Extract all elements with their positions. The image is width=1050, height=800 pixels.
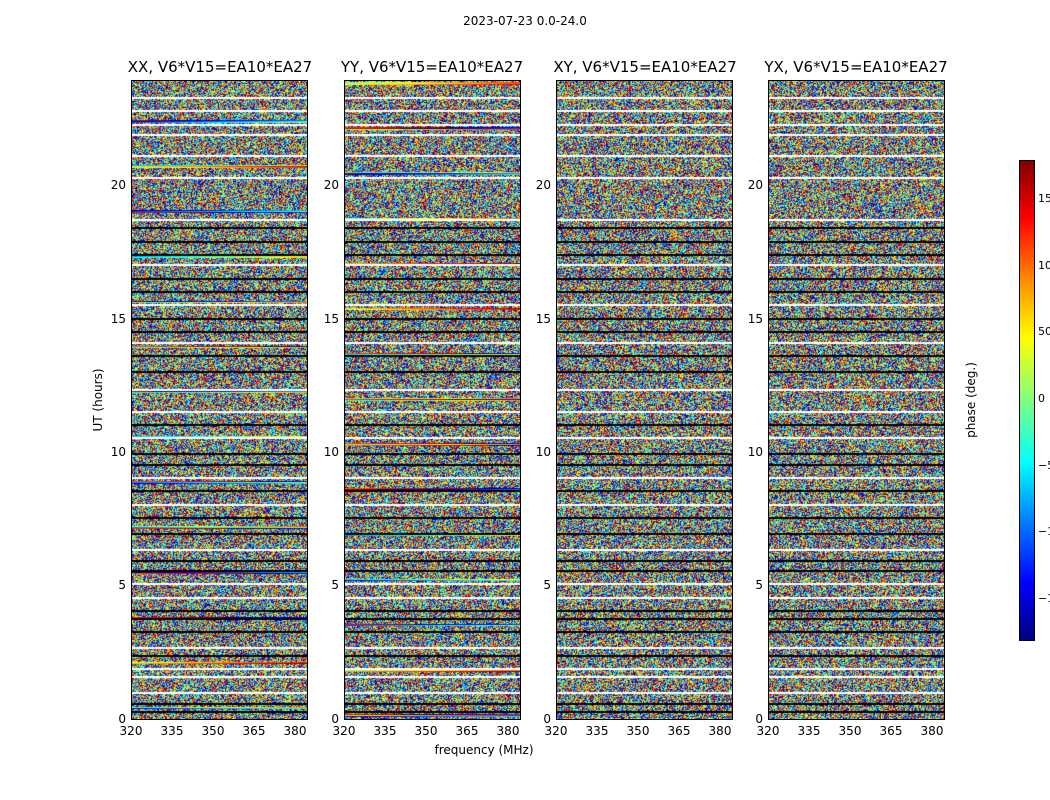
xtick-label: 365 — [667, 724, 691, 738]
ytick-label: 15 — [535, 312, 551, 326]
colorbar-tick-label: −50 — [1038, 459, 1050, 472]
figure-title: 2023-07-23 0.0-24.0 — [463, 14, 587, 28]
ytick-label: 20 — [535, 178, 551, 192]
xtick-label: 365 — [242, 724, 266, 738]
ytick-label: 0 — [543, 712, 551, 726]
ytick-label: 5 — [543, 578, 551, 592]
x-axis-label: frequency (MHz) — [434, 743, 534, 757]
xtick-label: 365 — [879, 724, 903, 738]
panel-xy — [556, 80, 733, 720]
ytick-label: 5 — [118, 578, 126, 592]
ytick-label: 10 — [747, 445, 763, 459]
ytick-label: 5 — [755, 578, 763, 592]
xtick-label: 350 — [626, 724, 650, 738]
colorbar-tick-label: 50 — [1038, 325, 1050, 338]
panel-xx — [131, 80, 308, 720]
ytick-label: 15 — [323, 312, 339, 326]
panel-yy — [344, 80, 521, 720]
xtick-label: 335 — [160, 724, 184, 738]
xtick-label: 320 — [756, 724, 780, 738]
colorbar-tick-label: 0 — [1038, 392, 1045, 405]
ytick-label: 10 — [535, 445, 551, 459]
panel-title-xx: XX, V6*V15=EA10*EA27 — [127, 58, 313, 76]
xtick-label: 320 — [332, 724, 356, 738]
colorbar — [1019, 160, 1035, 641]
heatmap-yx — [769, 81, 944, 719]
colorbar-tick-label: −100 — [1038, 525, 1050, 538]
colorbar-label: phase (deg.) — [964, 362, 978, 438]
panel-title-yy: YY, V6*V15=EA10*EA27 — [340, 58, 524, 76]
xtick-label: 380 — [283, 724, 307, 738]
ytick-label: 10 — [110, 445, 126, 459]
panel-title-xy: XY, V6*V15=EA10*EA27 — [553, 58, 737, 76]
xtick-label: 350 — [414, 724, 438, 738]
xtick-label: 320 — [544, 724, 568, 738]
colorbar-tick-label: 150 — [1038, 192, 1050, 205]
ytick-label: 10 — [323, 445, 339, 459]
ytick-label: 5 — [331, 578, 339, 592]
xtick-label: 380 — [920, 724, 944, 738]
colorbar-tick-label: −150 — [1038, 592, 1050, 605]
xtick-label: 380 — [496, 724, 520, 738]
ytick-label: 15 — [110, 312, 126, 326]
ytick-label: 0 — [755, 712, 763, 726]
panel-yx — [768, 80, 945, 720]
ytick-label: 0 — [331, 712, 339, 726]
xtick-label: 335 — [585, 724, 609, 738]
ytick-label: 20 — [110, 178, 126, 192]
panel-title-yx: YX, V6*V15=EA10*EA27 — [764, 58, 948, 76]
heatmap-xy — [557, 81, 732, 719]
heatmap-xx — [132, 81, 307, 719]
ytick-label: 15 — [747, 312, 763, 326]
ytick-label: 0 — [118, 712, 126, 726]
xtick-label: 380 — [708, 724, 732, 738]
xtick-label: 335 — [373, 724, 397, 738]
xtick-label: 365 — [455, 724, 479, 738]
xtick-label: 335 — [797, 724, 821, 738]
y-axis-label: UT (hours) — [91, 368, 105, 432]
ytick-label: 20 — [323, 178, 339, 192]
heatmap-yy — [345, 81, 520, 719]
xtick-label: 350 — [838, 724, 862, 738]
xtick-label: 350 — [201, 724, 225, 738]
ytick-label: 20 — [747, 178, 763, 192]
xtick-label: 320 — [119, 724, 143, 738]
colorbar-tick-label: 100 — [1038, 259, 1050, 272]
